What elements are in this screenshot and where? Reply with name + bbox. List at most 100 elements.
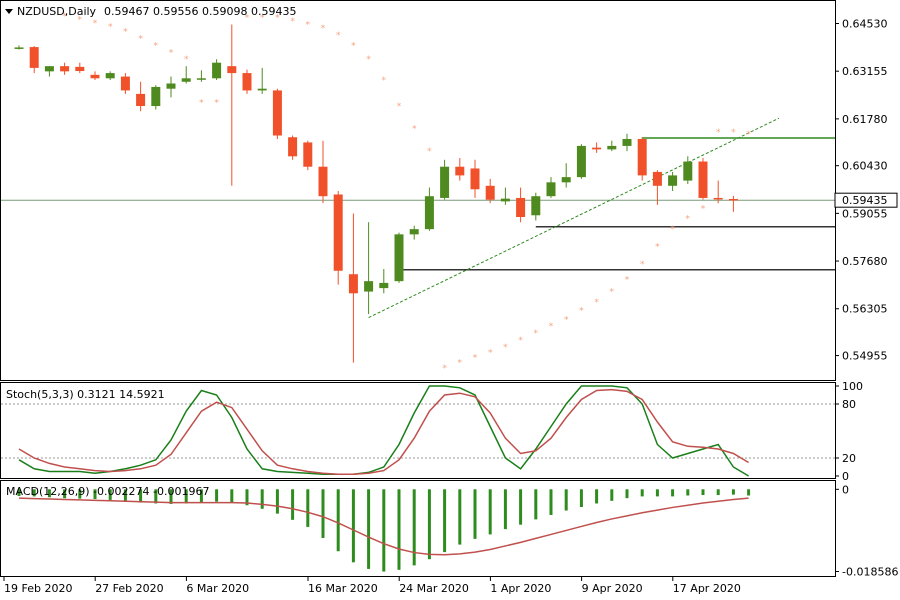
candle-body-bear	[485, 185, 495, 200]
sar-dot: *	[321, 24, 326, 34]
macd-histogram-bar	[473, 489, 477, 539]
sar-dot: *	[746, 130, 751, 140]
candle-body-bull	[622, 138, 632, 146]
sar-dot: *	[93, 19, 98, 29]
sar-dot: *	[336, 31, 341, 41]
macd-histogram-bar	[640, 489, 644, 497]
symbol-dropdown-icon[interactable]	[5, 9, 13, 14]
sar-dot: *	[686, 215, 691, 225]
candle-body-bear	[120, 76, 130, 91]
stoch-signal-line	[18, 388, 749, 475]
macd-histogram-bar	[78, 489, 82, 499]
candle-body-bear	[713, 197, 723, 200]
macd-histogram-bar	[610, 489, 614, 501]
macd-panel-frame	[0, 480, 836, 577]
price-tick-label: 0.60430	[842, 160, 888, 173]
sar-dot: *	[427, 147, 432, 157]
macd-histogram-bar	[184, 489, 188, 504]
date-tick-label: 27 Feb 2020	[95, 582, 163, 595]
macd-histogram-bar	[625, 489, 629, 499]
candle-body-bull	[44, 66, 54, 72]
sar-dot: *	[245, 14, 250, 24]
price-tick-label: 0.57680	[842, 255, 888, 268]
macd-histogram-bar	[549, 489, 553, 515]
macd-histogram-bar	[93, 489, 97, 500]
macd-histogram-bar	[47, 489, 51, 498]
macd-signal-line	[18, 497, 749, 556]
current-price-box	[834, 192, 898, 208]
candle-body-bull	[440, 166, 450, 198]
candle-body-bull	[394, 234, 404, 282]
candle-body-bear	[470, 168, 480, 190]
sar-dot: *	[397, 102, 402, 112]
macd-histogram-bar	[595, 489, 599, 504]
date-tick-label: 19 Feb 2020	[4, 582, 72, 595]
sar-dot: *	[701, 204, 706, 214]
candle-body-bear	[90, 74, 100, 79]
candle-body-bull	[576, 145, 586, 178]
stoch-tick-label: 80	[842, 398, 856, 411]
main-plot-layer: * * * * * * * * * * * * * * * * * * * * * * * * * * * * * * * * * * * * * * * *…	[1, 12, 835, 374]
macd-histogram-bar	[397, 489, 401, 570]
macd-histogram-bar	[382, 489, 386, 572]
candle-body-bear	[75, 66, 85, 72]
candle-body-bear	[136, 93, 146, 107]
macd-histogram-bar	[731, 489, 735, 495]
macd-histogram-bar	[260, 489, 264, 509]
candle-body-bull	[531, 196, 541, 216]
candle-body-bear	[637, 138, 647, 176]
macd-histogram-bar	[671, 489, 675, 497]
macd-histogram-bar	[716, 489, 720, 496]
sar-dot: *	[716, 128, 721, 138]
sar-dot: *	[108, 22, 113, 32]
sar-dot: *	[731, 128, 736, 138]
macd-histogram-bar	[139, 489, 143, 503]
sar-dot: *	[534, 329, 539, 339]
candle-body-bear	[227, 66, 237, 74]
candle-body-bear	[303, 142, 313, 167]
candle-body-bull	[166, 83, 176, 89]
sar-dot: *	[169, 48, 174, 58]
price-tick-label: 0.56305	[842, 303, 888, 316]
macd-histogram-bar	[154, 489, 158, 504]
macd-histogram-bar	[564, 489, 568, 511]
symbol-label: NZDUSD,Daily	[17, 5, 97, 18]
candle-body-bear	[455, 166, 465, 176]
macd-plot-layer	[17, 489, 751, 572]
sar-dot: *	[123, 27, 128, 37]
sar-dot: *	[154, 41, 159, 51]
candle-body-bear	[242, 73, 252, 91]
macd-histogram-bar	[427, 489, 431, 560]
macd-histogram-bar	[321, 489, 325, 538]
sar-dot: *	[458, 359, 463, 369]
macd-tick-label: -0.018586	[842, 566, 898, 579]
stoch-main-line	[18, 385, 749, 477]
candle-body-bull	[424, 196, 434, 230]
candle-body-bull	[409, 229, 419, 235]
stoch-header: Stoch(5,3,3) 0.3121 14.5921	[6, 388, 165, 401]
candle-body-bear	[592, 147, 602, 150]
candle-body-bull	[151, 86, 161, 107]
candle-body-bull	[257, 88, 267, 91]
stoch-plot-layer	[1, 385, 835, 477]
axis-labels-layer: 0.64530 0.63155 0.61780 0.60430 0.59055 0.576…	[3, 18, 898, 595]
sar-dot: *	[412, 125, 417, 135]
macd-histogram-bar	[169, 489, 173, 504]
price-tick-label: 0.64530	[842, 18, 888, 31]
candle-body-bull	[668, 175, 678, 186]
candle-body-bear	[333, 194, 343, 271]
sar-dot: *	[518, 336, 523, 346]
candle-body-bear	[728, 198, 738, 201]
ohlc-label: 0.59467 0.59556 0.59098 0.59435	[104, 5, 296, 18]
sar-dot: *	[503, 343, 508, 353]
candle-body-bear	[288, 137, 298, 157]
sar-dot: *	[473, 353, 478, 363]
price-tick-label: 0.63155	[842, 65, 888, 78]
sar-dot: *	[594, 298, 599, 308]
date-tick-label: 16 Mar 2020	[308, 582, 378, 595]
macd-histogram-bar	[503, 489, 507, 530]
macd-histogram-bar	[747, 489, 751, 496]
macd-histogram-bar	[351, 489, 355, 563]
